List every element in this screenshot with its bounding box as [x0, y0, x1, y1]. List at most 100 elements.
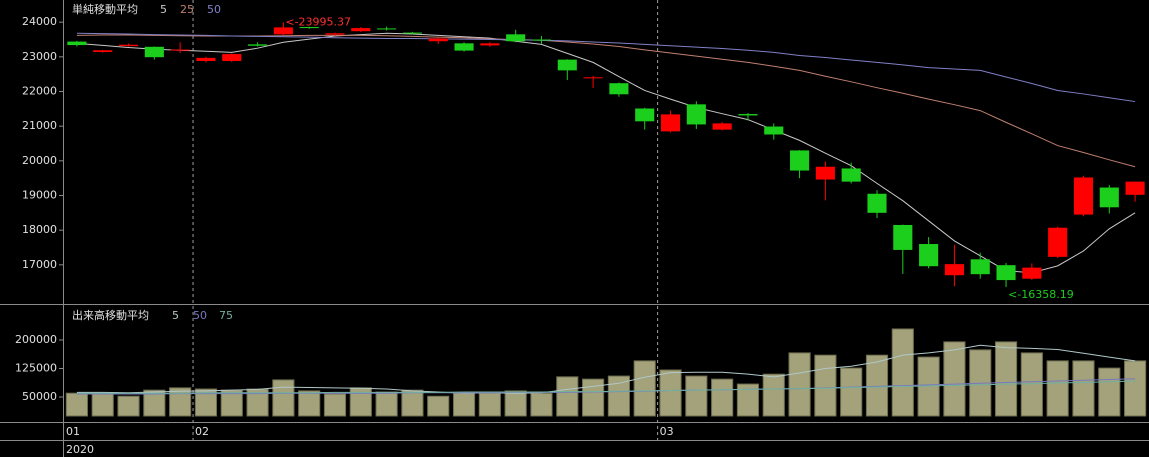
volume-bar: [169, 387, 192, 417]
candle-body: [196, 57, 216, 62]
candle-body: [919, 244, 939, 267]
volume-bar: [323, 393, 347, 417]
candle-body: [144, 46, 164, 58]
candle-body: [1099, 187, 1119, 208]
volume-bar: [1020, 352, 1043, 417]
volume-bar: [427, 395, 450, 417]
volume-bar: [530, 392, 553, 417]
volume-bar: [943, 341, 966, 417]
price-legend-title: 単純移動平均: [72, 2, 138, 16]
volume-bar: [788, 352, 811, 417]
volume-bar: [1098, 367, 1121, 417]
candle-body: [428, 38, 448, 42]
volume-bar: [994, 341, 1018, 417]
candle-body: [93, 50, 113, 52]
volume-bar: [840, 367, 863, 417]
legend-entry: 5: [172, 309, 179, 322]
volume-bar: [401, 389, 424, 417]
x-tick-label: 02: [195, 425, 209, 438]
annotation: <-23995.37: [285, 15, 351, 28]
candle-body: [480, 43, 500, 46]
volume-bar: [65, 392, 88, 417]
candle-body: [531, 39, 552, 41]
candle-body: [738, 114, 758, 116]
y-tick-label: 20000: [22, 154, 57, 167]
candle-body: [506, 34, 526, 42]
candle-body: [893, 224, 913, 250]
candle-body: [686, 104, 706, 125]
volume-bar: [891, 328, 914, 417]
candle-body: [815, 166, 835, 180]
volume-bar: [194, 388, 218, 417]
y-tick-label: 125000: [15, 361, 57, 374]
volume-bar: [1124, 360, 1147, 417]
moving-average-line: [76, 380, 1136, 394]
candle-body: [222, 54, 242, 62]
volume-bar: [1072, 360, 1095, 417]
candle-body: [712, 123, 732, 130]
candle-body: [841, 168, 861, 182]
volume-bar: [685, 375, 708, 417]
candle-body: [635, 108, 655, 122]
candle-body: [557, 59, 577, 71]
legend-entry: 75: [219, 309, 233, 322]
volume-bar: [556, 376, 579, 417]
y-tick-label: 23000: [22, 50, 57, 63]
candle-body: [970, 259, 990, 275]
candle-body: [170, 49, 190, 51]
volume-bar: [633, 360, 656, 417]
moving-average-line: [76, 344, 1136, 394]
candle-body: [248, 44, 268, 46]
candle-body: [1022, 267, 1042, 279]
candle-body: [351, 28, 371, 32]
volume-bar: [117, 395, 140, 417]
x-tick-label: 01: [66, 425, 80, 438]
candle-body: [996, 265, 1016, 281]
legend-entry: 50: [193, 309, 207, 322]
moving-average-line: [76, 32, 1136, 274]
volume-bar: [452, 392, 476, 417]
candle-body: [1125, 181, 1145, 195]
volume-bar: [865, 354, 889, 417]
candle-body: [454, 43, 474, 51]
volume-legend-title: 出来高移動平均: [72, 308, 149, 322]
volume-bar: [1046, 360, 1069, 417]
volume-bar: [814, 354, 837, 417]
candle-body: [377, 28, 397, 30]
volume-bar: [711, 378, 734, 417]
y-tick-label: 18000: [22, 223, 57, 236]
legend-entry: 50: [207, 3, 221, 16]
y-tick-label: 50000: [22, 390, 57, 403]
candle-body: [1073, 177, 1094, 215]
y-tick-label: 200000: [15, 333, 57, 346]
legend-entry: 5: [160, 3, 167, 16]
candle-body: [609, 83, 629, 95]
volume-bar: [762, 373, 785, 417]
x-axis-label: 2020: [66, 443, 94, 456]
candle-body: [299, 27, 319, 29]
candle-body: [867, 193, 887, 213]
volume-bar: [659, 369, 682, 417]
legend-entry: 25: [180, 3, 194, 16]
candle-body: [67, 41, 87, 46]
volume-bar: [143, 389, 166, 417]
volume-bar: [504, 390, 527, 417]
volume-bar: [375, 391, 398, 417]
volume-bar: [582, 378, 605, 417]
candle-body: [402, 32, 422, 34]
candle-body: [660, 114, 681, 132]
candle-body: [273, 27, 293, 35]
annotation: <-16358.19: [1008, 288, 1074, 301]
candle-body: [1048, 227, 1068, 257]
volume-bar: [298, 390, 321, 417]
volume-bar: [91, 392, 114, 417]
candle-body: [583, 77, 603, 79]
y-tick-label: 24000: [22, 15, 57, 28]
x-tick-label: 03: [660, 425, 674, 438]
moving-average-line: [76, 32, 1136, 103]
candle-body: [118, 44, 139, 47]
candle-body: [944, 264, 964, 276]
y-tick-label: 22000: [22, 85, 57, 98]
volume-bar: [272, 379, 295, 417]
